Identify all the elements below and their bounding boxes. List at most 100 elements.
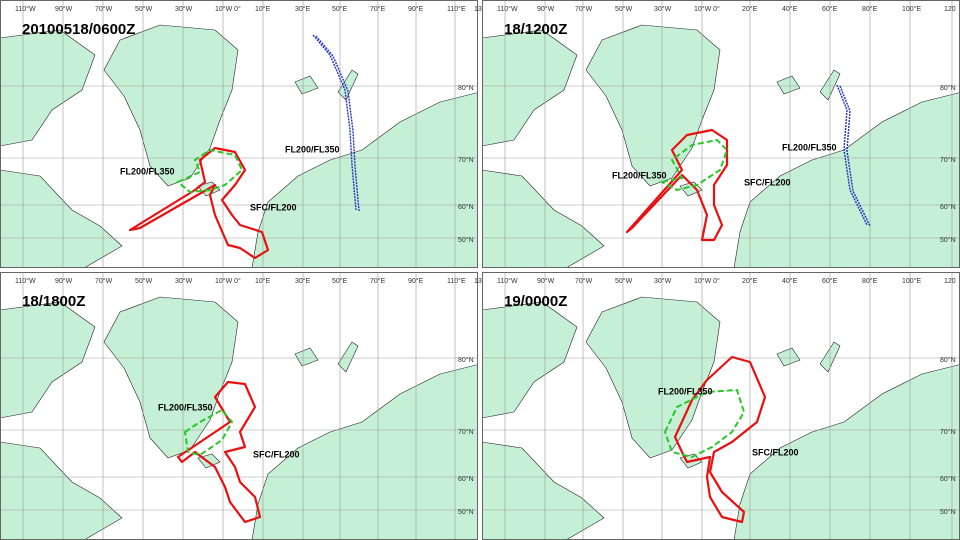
- latitude-label: 70°N: [458, 428, 474, 436]
- longitude-label: 90°W: [537, 5, 555, 13]
- longitude-label: 20°E: [742, 277, 758, 285]
- longitude-label: 40°E: [782, 5, 798, 13]
- longitude-label: 50°E: [332, 5, 348, 13]
- longitude-label: 10°E: [255, 277, 271, 285]
- ash-area-fl200-fl350: [659, 138, 729, 192]
- flight-level-label: SFC/FL200: [253, 449, 300, 459]
- land: [585, 296, 721, 459]
- flight-level-label: FL200/FL350: [285, 144, 340, 154]
- longitude-label: 110°W: [15, 277, 36, 285]
- land: [482, 169, 605, 268]
- longitude-label: 60°E: [822, 5, 838, 13]
- flight-level-label: FL200/FL350: [782, 142, 837, 152]
- longitude-label: 40°E: [782, 277, 798, 285]
- longitude-label: 30°W: [175, 277, 193, 285]
- panel-title: 20100518/0600Z: [22, 21, 135, 38]
- flight-level-label: FL200/FL350: [120, 166, 175, 176]
- flight-level-label: SFC/FL200: [744, 177, 791, 187]
- latitude-label: 50°N: [940, 508, 956, 516]
- ash-track: [836, 84, 868, 226]
- latitude-label: 70°N: [458, 156, 474, 164]
- land: [482, 441, 605, 540]
- longitude-label: 30°E: [295, 5, 311, 13]
- latitude-label: 80°N: [458, 84, 474, 92]
- longitude-label: 90°W: [55, 5, 73, 13]
- land: [294, 75, 319, 95]
- ash-track: [312, 34, 357, 211]
- longitude-label: 90°W: [55, 277, 73, 285]
- longitude-label: 70°W: [575, 5, 593, 13]
- land: [482, 301, 578, 419]
- longitude-label: 30°W: [654, 277, 672, 285]
- longitude-label: 50°W: [615, 277, 633, 285]
- longitude-label: 30°W: [175, 5, 193, 13]
- flight-level-label: SFC/FL200: [250, 202, 297, 212]
- longitude-label: 30°W: [654, 5, 672, 13]
- land: [776, 347, 801, 367]
- ash-area-fl200-fl350: [183, 408, 234, 457]
- panel-title: 19/0000Z: [504, 293, 567, 310]
- longitude-label: 50°W: [135, 5, 153, 13]
- land: [585, 24, 721, 187]
- longitude-label: 100°E: [902, 277, 921, 285]
- latitude-label: 70°N: [940, 156, 956, 164]
- longitude-label: 30°E: [295, 277, 311, 285]
- longitude-label: 110°E: [447, 277, 466, 285]
- longitude-label: 70°E: [370, 277, 386, 285]
- longitude-label: 120: [944, 278, 956, 285]
- longitude-label: 70°W: [95, 277, 113, 285]
- land: [776, 75, 801, 95]
- latitude-label: 80°N: [940, 356, 956, 364]
- longitude-label: 70°W: [95, 5, 113, 13]
- land: [251, 364, 478, 540]
- land: [0, 169, 123, 268]
- longitude-label: 110°W: [15, 5, 36, 13]
- longitude-label: 70°E: [370, 5, 386, 13]
- longitude-label: 20°E: [742, 5, 758, 13]
- longitude-label: 80°E: [862, 5, 878, 13]
- land: [103, 296, 239, 459]
- land: [251, 92, 478, 268]
- ash-area-sfc-fl200: [128, 146, 270, 260]
- panel-title: 18/1800Z: [22, 293, 85, 310]
- longitude-label: 10°W 0°: [694, 5, 720, 13]
- longitude-label: 70°W: [575, 277, 593, 285]
- longitude-label: 10°W 0°: [694, 277, 720, 285]
- latitude-label: 50°N: [458, 236, 474, 244]
- land: [337, 341, 359, 373]
- latitude-label: 60°N: [940, 475, 956, 483]
- latitude-label: 80°N: [458, 356, 474, 364]
- ash-area-sfc-fl200: [673, 355, 767, 524]
- map-panel: 110°W 90°W 70°W 50°W 30°W 10°W 0° 20°E 40°E 60°E…: [482, 272, 960, 540]
- longitude-label: 50°W: [615, 5, 633, 13]
- ash-track: [839, 85, 871, 227]
- panel-title: 18/1200Z: [504, 21, 567, 38]
- longitude-label: 100°E: [902, 5, 921, 13]
- latitude-label: 60°N: [458, 475, 474, 483]
- map-body: [0, 272, 478, 540]
- longitude-label: 50°W: [135, 277, 153, 285]
- map-panel: 110°W 90°W 70°W 50°W 30°W 10°W 0° 10°E 30°E 50°E…: [0, 0, 493, 268]
- map-body: [482, 0, 960, 268]
- longitude-label: 10°W 0°: [215, 5, 241, 13]
- latitude-label: 50°N: [940, 236, 956, 244]
- land: [482, 29, 578, 147]
- longitude-label: 90°W: [537, 277, 555, 285]
- ash-area-fl200-fl350: [663, 388, 746, 459]
- land: [0, 301, 96, 419]
- land: [0, 29, 96, 147]
- longitude-label: 110°W: [497, 277, 518, 285]
- longitude-label: 80°E: [862, 277, 878, 285]
- ash-area-sfc-fl200: [176, 380, 262, 524]
- latitude-label: 60°N: [458, 203, 474, 211]
- longitude-label: 60°E: [822, 277, 838, 285]
- map-body: [0, 0, 478, 268]
- longitude-label: 120: [944, 6, 956, 13]
- flight-level-label: FL200/FL350: [158, 402, 213, 412]
- latitude-label: 70°N: [940, 428, 956, 436]
- longitude-label: 110°W: [497, 5, 518, 13]
- latitude-label: 80°N: [940, 84, 956, 92]
- latitude-label: 60°N: [940, 203, 956, 211]
- land: [294, 347, 319, 367]
- ash-area-sfc-fl200: [625, 128, 729, 242]
